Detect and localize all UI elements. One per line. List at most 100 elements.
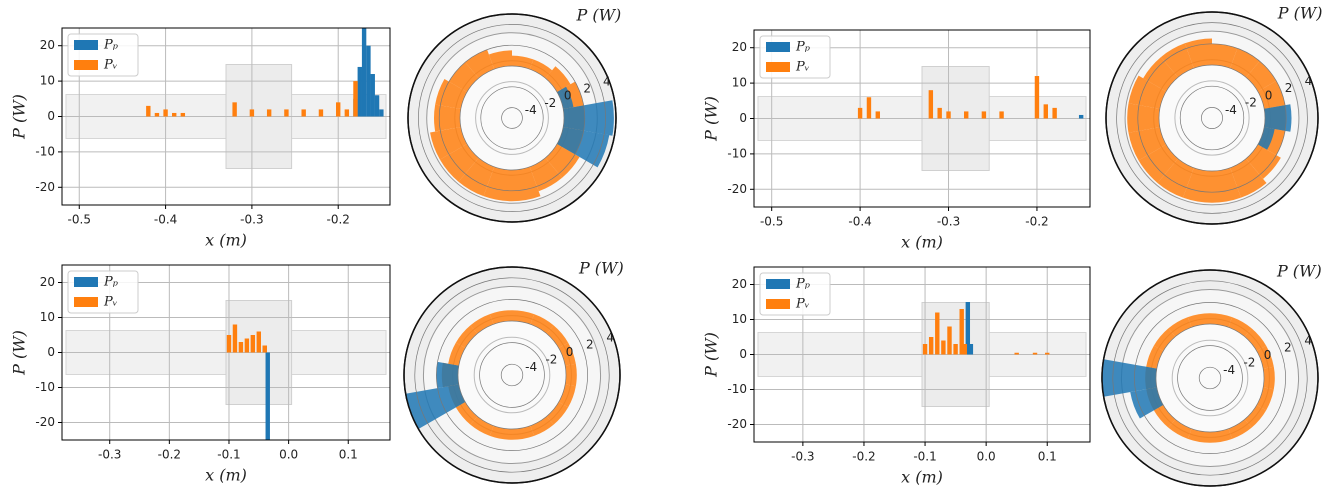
y-tick-label: -10 <box>35 144 55 158</box>
bar <box>284 109 289 117</box>
x-tick-label: -0.3 <box>98 448 121 462</box>
bar <box>941 340 946 355</box>
bar <box>968 344 974 355</box>
polar-bar <box>530 416 554 436</box>
y-tick-label: 20 <box>732 40 747 54</box>
plot-frame <box>61 264 391 441</box>
polar-bar <box>1128 127 1167 161</box>
bar <box>1014 352 1019 355</box>
polar-bar <box>1130 387 1164 419</box>
bar <box>935 312 940 355</box>
bar <box>249 109 255 117</box>
polar-bar <box>1230 158 1267 198</box>
r-tick-label: -4 <box>1223 363 1235 377</box>
bar <box>857 107 863 119</box>
legend-label: Pᵥ <box>795 297 810 312</box>
legend-swatch <box>74 40 98 50</box>
polar-bar <box>488 50 512 70</box>
grid-circle <box>1137 43 1287 193</box>
y-tick-label: -10 <box>727 382 747 396</box>
grid-circle <box>418 24 606 212</box>
legend-label: Pᵥ <box>103 58 118 73</box>
bar <box>947 326 952 355</box>
grid-circle <box>1179 85 1245 151</box>
polar-bar <box>1210 313 1233 328</box>
legend-swatch <box>766 42 790 52</box>
gear-drawing <box>473 336 551 414</box>
y-tick-label: 0 <box>739 347 747 361</box>
r-tick-label: 4 <box>1305 74 1313 88</box>
polar-bar <box>1212 43 1238 69</box>
polar-bar <box>512 425 535 440</box>
r-tick-label: 0 <box>566 345 574 359</box>
legend-label: Pₚ <box>795 40 810 55</box>
grid-circle <box>1198 366 1222 390</box>
polar-bar <box>1264 104 1292 132</box>
grid-circle <box>1158 64 1266 172</box>
bar <box>959 309 964 355</box>
bar <box>1078 114 1084 119</box>
x-axis-label: x (m) <box>901 468 943 487</box>
r-tick-label: 4 <box>606 330 614 344</box>
polar-bar <box>546 325 569 348</box>
r-axis-label: P (W) <box>575 6 621 25</box>
bar <box>232 102 237 117</box>
polar-bar <box>1102 359 1157 397</box>
bar <box>946 111 951 119</box>
y-axis-label: P (W) <box>702 96 721 142</box>
polar-bar <box>545 66 571 92</box>
y-axis-label: P (W) <box>702 332 721 378</box>
polar-bar <box>563 100 614 136</box>
r-axis-label: P (W) <box>1277 4 1323 23</box>
polar-frame <box>407 13 617 223</box>
r-tick-label: -2 <box>1245 96 1257 110</box>
legend-swatch <box>74 297 98 307</box>
x-tick-label: 0.1 <box>339 448 358 462</box>
polar-bar <box>470 416 494 436</box>
bar <box>366 45 371 117</box>
bar <box>336 102 341 117</box>
bar <box>964 111 969 119</box>
grid-circle <box>479 342 545 408</box>
x-tick-label: -0.2 <box>1025 215 1048 229</box>
bar <box>962 344 967 355</box>
polar-bar <box>1157 158 1194 198</box>
grid-circle <box>501 107 523 129</box>
polar-bar <box>1246 144 1281 179</box>
r-tick-label: -4 <box>1225 103 1237 117</box>
x-tick-label: -0.3 <box>240 213 263 227</box>
polar-bar <box>1127 103 1160 133</box>
plot-frame <box>753 266 1091 443</box>
x-tick-label: -0.3 <box>791 450 814 464</box>
r-tick-label: -2 <box>1243 355 1255 369</box>
grid-circle <box>500 363 524 387</box>
r-tick-label: 0 <box>1264 348 1272 362</box>
bar <box>232 324 238 353</box>
grid-circle <box>438 44 586 192</box>
bar <box>256 331 261 353</box>
legend-swatch <box>74 277 98 287</box>
polar-bar <box>483 166 512 202</box>
polar-bar <box>430 127 467 160</box>
bar <box>875 111 880 119</box>
bar <box>370 74 375 117</box>
polar-bar <box>448 62 479 92</box>
y-tick-label: 0 <box>739 111 747 125</box>
polar-bar <box>1256 387 1274 411</box>
polar-bar <box>1138 144 1178 183</box>
polar-bar <box>465 49 495 79</box>
polar-bar <box>1244 328 1267 351</box>
x-tick-label: -0.1 <box>217 448 240 462</box>
x-tick-label: -0.5 <box>760 215 783 229</box>
x-tick-label: -0.1 <box>913 450 936 464</box>
bar <box>238 342 244 353</box>
polar-bar <box>439 144 479 182</box>
polar-bar <box>1146 345 1164 369</box>
x-axis-label: x (m) <box>901 233 943 252</box>
polar-bar <box>489 425 512 440</box>
polar-bar <box>1168 317 1192 337</box>
y-axis-label: P (W) <box>10 330 29 376</box>
r-tick-label: -2 <box>544 96 556 110</box>
polar-bar <box>436 361 459 389</box>
bar <box>999 111 1004 119</box>
